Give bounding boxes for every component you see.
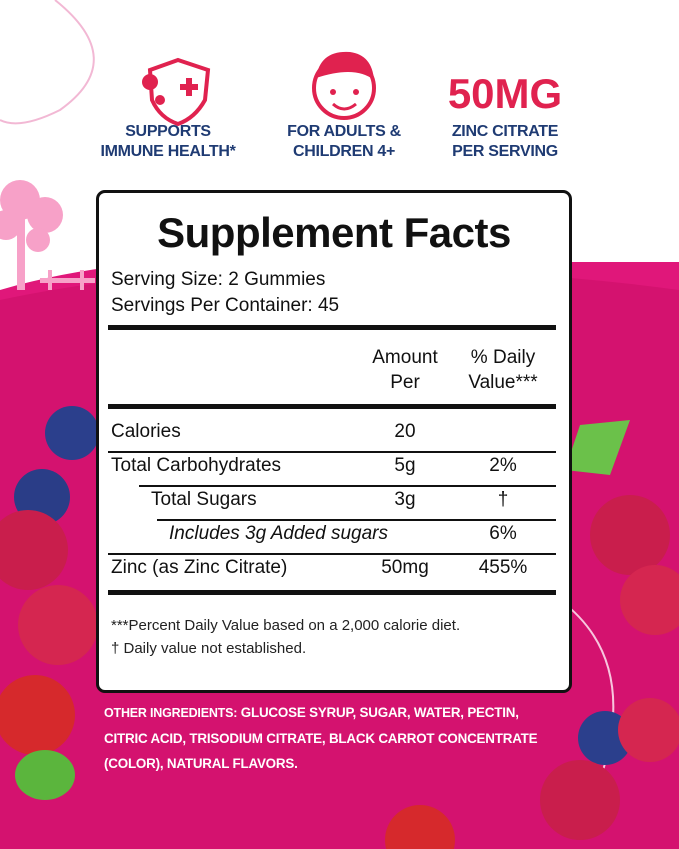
row-amount: 50mg bbox=[381, 557, 429, 578]
row-divider bbox=[139, 485, 556, 487]
header-line: % Daily bbox=[470, 347, 536, 368]
row-amount: 5g bbox=[394, 455, 416, 476]
badge-text: FOR ADULTS & CHILDREN 4+ bbox=[254, 122, 434, 162]
ingredients-label: OTHER INGREDIENTS: bbox=[104, 706, 238, 720]
header-daily-value: % Daily Value*** bbox=[443, 345, 563, 395]
facts-title: Supplement Facts bbox=[157, 209, 511, 256]
badge-text: SUPPORTS IMMUNE HEALTH* bbox=[78, 122, 258, 162]
rule bbox=[108, 325, 556, 330]
row-daily-value: † bbox=[497, 489, 509, 510]
row-amount: 20 bbox=[394, 421, 416, 442]
badge-line: CHILDREN 4+ bbox=[292, 143, 396, 160]
rule bbox=[108, 404, 556, 409]
header-amount: Amount Per bbox=[350, 345, 460, 395]
footnote: † Daily value not established. bbox=[111, 640, 307, 657]
rule bbox=[108, 590, 556, 595]
row-divider bbox=[108, 451, 556, 453]
row-name: Includes 3g Added sugars bbox=[169, 523, 389, 544]
row-name: Total Carbohydrates bbox=[111, 455, 282, 476]
badge-line: IMMUNE HEALTH* bbox=[100, 143, 236, 160]
row-daily-value: 2% bbox=[489, 455, 517, 476]
servings-per-container: Servings Per Container: 45 bbox=[111, 295, 340, 316]
footnote: ***Percent Daily Value based on a 2,000 … bbox=[111, 617, 461, 634]
row-name: Zinc (as Zinc Citrate) bbox=[111, 557, 288, 578]
supplement-facts-panel: Supplement Facts Serving Size: 2 Gummies… bbox=[96, 190, 572, 693]
badge-headline: 50MG bbox=[447, 70, 563, 117]
badge-line: SUPPORTS bbox=[125, 123, 211, 140]
row-daily-value: 6% bbox=[489, 523, 517, 544]
badge-text: ZINC CITRATE PER SERVING bbox=[415, 122, 595, 162]
badge-line: PER SERVING bbox=[452, 143, 558, 160]
row-name: Calories bbox=[111, 421, 181, 442]
row-daily-value: 455% bbox=[478, 557, 528, 578]
badge-line: ZINC CITRATE bbox=[451, 123, 559, 140]
header-line: Per bbox=[390, 372, 420, 393]
other-ingredients: OTHER INGREDIENTS: GLUCOSE SYRUP, SUGAR,… bbox=[104, 700, 556, 776]
row-divider bbox=[157, 519, 556, 521]
serving-size: Serving Size: 2 Gummies bbox=[111, 269, 326, 290]
ingredients-text: GLUCOSE SYRUP, SUGAR, WATER, PECTIN, CIT… bbox=[104, 705, 538, 771]
header-line: Amount bbox=[372, 347, 438, 368]
row-amount: 3g bbox=[394, 489, 416, 510]
header-line: Value*** bbox=[468, 372, 538, 393]
row-name: Total Sugars bbox=[151, 489, 257, 510]
row-divider bbox=[108, 553, 556, 555]
badge-line: FOR ADULTS & bbox=[287, 123, 401, 140]
